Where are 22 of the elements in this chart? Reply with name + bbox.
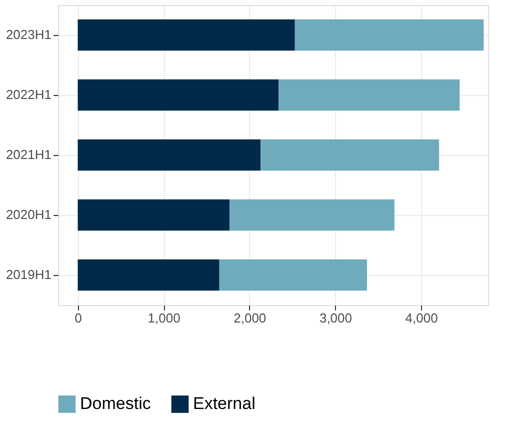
y-tick-label: 2021H1	[6, 147, 52, 162]
x-tick-label: 0	[74, 310, 82, 326]
legend-label: Domestic	[80, 394, 152, 414]
x-tick-label: 2,000	[234, 310, 266, 326]
x-tick-label: 4,000	[405, 310, 438, 326]
bar	[78, 139, 261, 171]
legend-label: External	[193, 394, 256, 414]
bar	[219, 259, 367, 291]
x-tick-label: 1,000	[148, 310, 180, 326]
bar	[78, 79, 279, 111]
y-tick-label: 2023H1	[6, 27, 52, 42]
bar	[230, 199, 394, 231]
bar	[294, 19, 484, 51]
bar	[78, 259, 220, 291]
bar	[78, 19, 295, 51]
bar	[78, 199, 230, 231]
bar	[278, 79, 460, 111]
y-tick-label: 2022H1	[6, 87, 52, 102]
bar	[260, 139, 440, 171]
y-tick-label: 2020H1	[6, 207, 52, 222]
x-tick-label: 3,000	[319, 310, 352, 326]
y-tick-label: 2019H1	[6, 267, 52, 282]
